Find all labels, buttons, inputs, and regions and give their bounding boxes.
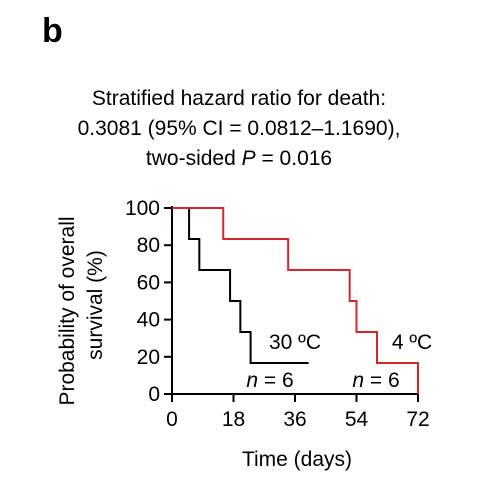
panel-label: b — [42, 12, 63, 50]
series-n-4c: n = 6 — [352, 369, 399, 392]
series-n-value: = 6 — [364, 369, 400, 392]
y-tick-label: 20 — [137, 346, 160, 369]
p-value-text: two-sided P = 0.016 — [0, 144, 478, 173]
x-tick-label: 72 — [406, 408, 429, 431]
p-value-symbol: P — [241, 147, 256, 170]
hazard-ratio-title: Stratified hazard ratio for death: — [91, 87, 387, 110]
survival-curve-30c — [172, 207, 309, 364]
y-axis-title-line1: Probability of overall — [56, 216, 79, 405]
series-n-value: = 6 — [258, 369, 294, 392]
y-tick-label: 100 — [125, 197, 160, 220]
y-axis-title-line2: survival (%) — [84, 250, 107, 360]
p-value-prefix: two-sided — [145, 147, 242, 170]
series-n-symbol: n — [352, 369, 364, 392]
x-tick-label: 18 — [222, 408, 245, 431]
x-tick-label: 54 — [345, 408, 369, 431]
x-tick-label: 0 — [166, 408, 178, 431]
series-label-4c: 4 ºC — [392, 331, 432, 354]
y-tick-label: 0 — [148, 383, 160, 406]
p-value-value: = 0.016 — [255, 147, 333, 170]
confidence-interval-text: 0.3081 (95% CI = 0.0812–1.1690), — [77, 117, 401, 140]
x-axis-title: Time (days) — [242, 448, 352, 471]
series-label-30c: 30 ºC — [269, 331, 321, 354]
y-tick-label: 80 — [137, 234, 160, 257]
series-n-30c: n = 6 — [246, 369, 293, 392]
survival-curve-4c — [172, 207, 419, 394]
x-tick-label: 36 — [283, 408, 306, 431]
y-tick-label: 40 — [137, 309, 160, 332]
series-n-symbol: n — [246, 369, 258, 392]
y-tick-label: 60 — [137, 271, 160, 294]
